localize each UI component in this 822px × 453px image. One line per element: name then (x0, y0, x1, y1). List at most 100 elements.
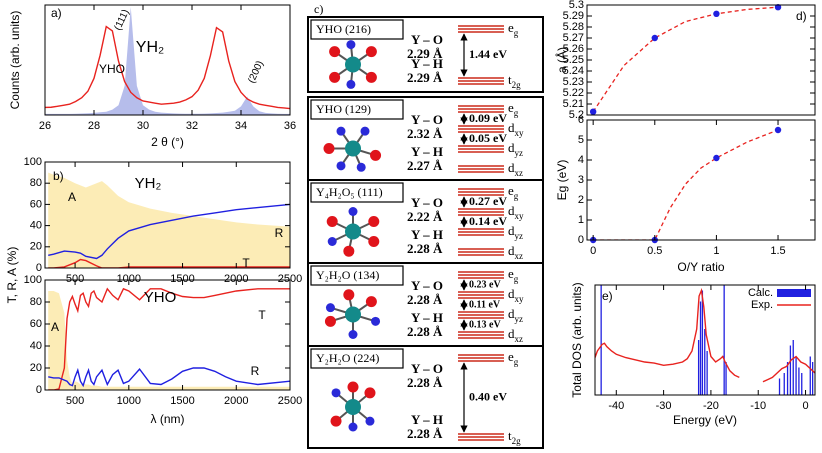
title-box (310, 99, 404, 120)
axes-frame (586, 4, 816, 116)
axes-frame (44, 161, 291, 269)
hydrogen-atom (325, 303, 335, 313)
bond-length: 2.28 Å (407, 375, 443, 390)
y-tick-label: 1 (578, 214, 584, 226)
title-box (310, 348, 404, 369)
gap-energy: 0.27 eV (469, 194, 507, 208)
y-tick-label: 80 (30, 177, 42, 189)
level-symbol: e (508, 183, 514, 198)
x-tick-label: 500 (66, 273, 84, 285)
title-box (310, 182, 404, 203)
y-tick-label: 3 (578, 174, 584, 186)
level-subscript: g (514, 357, 519, 367)
yttrium-atom (345, 399, 361, 415)
axes-frame (586, 119, 816, 241)
series-label: T (242, 256, 250, 270)
level-subscript: xy (515, 294, 525, 304)
level-subscript: 2g (512, 80, 522, 90)
panel-label: b) (53, 169, 64, 183)
level-symbol: e (508, 266, 514, 281)
level-symbol: d (508, 306, 515, 321)
y-tick-label: 5.29 (563, 10, 584, 22)
curve (595, 287, 815, 383)
bond-name: Y – H (411, 310, 443, 325)
panel-label: d) (796, 9, 807, 23)
oxygen-atom (368, 216, 380, 227)
structure-box (307, 16, 544, 93)
bond-length: 2.28 Å (407, 292, 443, 307)
y-axis-label: Counts (arb. units) (8, 11, 22, 110)
x-tick-label: -20 (703, 400, 719, 412)
x-tick-label: 2000 (224, 395, 248, 407)
yttrium-atom (345, 140, 361, 157)
bond-name: Y – O (411, 278, 443, 293)
level-label: dxz (508, 326, 523, 344)
oxygen-atom (370, 149, 382, 161)
level-symbol: d (508, 326, 515, 341)
series-label: YH₂ (136, 39, 164, 56)
y-tick-label: 40 (30, 220, 42, 232)
hydrogen-atom (348, 207, 358, 216)
level-label: t2g (508, 72, 521, 90)
x-tick-label: 26 (39, 120, 51, 132)
y-tick-label: 5.22 (563, 87, 584, 99)
x-tick-label: 1000 (117, 273, 141, 285)
y-tick-label: 5.26 (563, 43, 584, 55)
panel-label: c) (314, 2, 323, 16)
x-tick-label: 1500 (170, 395, 194, 407)
plot-area (595, 285, 815, 395)
structure-box (307, 345, 544, 449)
level-label: eg (508, 20, 519, 38)
y-tick-label: 80 (30, 296, 42, 308)
level-symbol: e (508, 349, 514, 364)
x-tick-label: 1.5 (770, 245, 785, 257)
x-tick-label: 0.5 (647, 245, 662, 257)
y-tick-label: 0 (36, 384, 42, 396)
bond-name: Y – O (411, 32, 443, 47)
oxygen-atom (324, 315, 336, 327)
level-label: dyz (508, 223, 523, 241)
bond-name: Y – H (411, 227, 443, 242)
plot-area (592, 6, 779, 113)
title-box (310, 265, 404, 286)
data-point (651, 34, 658, 42)
hydrogen-atom (365, 416, 375, 426)
y-tick-label: 4 (578, 154, 584, 166)
axes-frame (44, 4, 291, 116)
hydrogen-atom (348, 422, 358, 432)
oxygen-atom (326, 216, 338, 227)
bond-length: 2.28 Å (407, 324, 443, 339)
level-label: eg (508, 100, 519, 118)
bond-length: 2.29 Å (407, 46, 443, 61)
y-tick-label: 60 (30, 318, 42, 330)
hydrogen-atom (331, 388, 341, 398)
x-tick-label: 1 (713, 245, 719, 257)
bond-length: 2.27 Å (407, 158, 443, 173)
bond-name: Y – H (411, 144, 443, 159)
bond-length: 2.29 Å (407, 70, 443, 85)
x-tick-label: 28 (88, 120, 100, 132)
level-subscript: yz (515, 231, 524, 241)
oxygen-atom (323, 143, 335, 154)
structure-title: Y₂H₂O (134) (316, 268, 379, 282)
peak-label: (111) (113, 8, 132, 32)
fit-curve (592, 6, 779, 113)
bond-name: Y – H (411, 56, 443, 71)
bond-length: 2.32 Å (407, 126, 443, 141)
bond-length: 2.28 Å (407, 426, 443, 441)
level-symbol: d (508, 223, 515, 238)
y-tick-label: 5.24 (563, 65, 584, 77)
data-point (774, 126, 782, 134)
curve (48, 203, 290, 260)
gap-energy: 0.40 eV (469, 389, 507, 403)
level-label: t2g (508, 428, 521, 446)
area (45, 7, 290, 115)
x-tick-label: 36 (284, 120, 296, 132)
gap-energy: 0.14 eV (469, 214, 507, 228)
structure-title: YHO (216) (316, 22, 371, 36)
x-tick-label: -30 (656, 400, 672, 412)
level-symbol: d (508, 120, 515, 135)
series-label: R (251, 364, 260, 378)
oxygen-atom (364, 387, 376, 399)
x-axis-label: Energy (eV) (673, 413, 737, 427)
